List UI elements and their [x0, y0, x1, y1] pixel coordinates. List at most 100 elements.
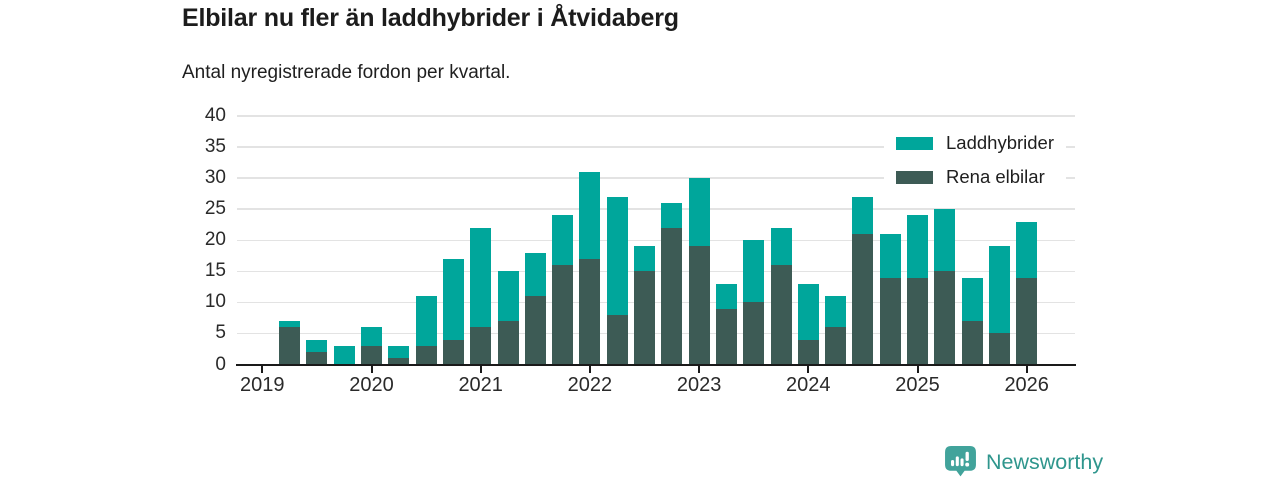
y-axis-tick-label: 30 — [204, 167, 226, 189]
bar-segment-laddhybrider — [552, 215, 574, 266]
bar-segment-rena-elbilar — [442, 339, 464, 365]
x-axis-tick-mark — [261, 365, 264, 373]
x-axis-line — [236, 363, 1076, 366]
bar-segment-rena-elbilar — [279, 327, 301, 365]
x-axis-tick-label: 2021 — [458, 373, 503, 396]
y-axis-tick-label: 15 — [204, 260, 226, 282]
bar-segment-laddhybrider — [442, 258, 464, 340]
bar-segment-laddhybrider — [661, 202, 683, 228]
bar-segment-laddhybrider — [934, 209, 956, 272]
bar-segment-rena-elbilar — [606, 314, 628, 365]
y-axis-tick-label: 20 — [204, 229, 226, 251]
bar-segment-laddhybrider — [524, 252, 546, 297]
y-axis-tick-label: 40 — [204, 105, 226, 126]
bar-segment-rena-elbilar — [825, 327, 847, 365]
legend-label: Laddhybrider — [946, 132, 1054, 153]
bar-segment-rena-elbilar — [470, 327, 492, 365]
gridline — [237, 239, 1075, 241]
page-title: Elbilar nu fler än laddhybrider i Åtvida… — [182, 4, 679, 32]
bar-segment-rena-elbilar — [770, 265, 792, 365]
bar-segment-laddhybrider — [361, 327, 382, 346]
bar-segment-laddhybrider — [688, 178, 710, 247]
bar-segment-laddhybrider — [470, 227, 492, 328]
bar-segment-rena-elbilar — [1016, 277, 1038, 365]
x-axis-tick-mark — [370, 365, 373, 373]
bar-segment-rena-elbilar — [961, 321, 983, 365]
legend-item: Laddhybrider — [896, 132, 1054, 154]
legend-swatch-laddhybrider — [896, 136, 933, 150]
y-axis-tick-label: 5 — [215, 322, 226, 344]
bar-segment-rena-elbilar — [879, 277, 901, 365]
bar-segment-laddhybrider — [715, 283, 737, 309]
bar-segment-laddhybrider — [797, 283, 819, 340]
bar-segment-rena-elbilar — [361, 345, 382, 365]
x-axis-tick-mark — [916, 365, 919, 373]
bar-segment-laddhybrider — [907, 215, 928, 278]
x-axis-tick-mark — [479, 365, 482, 373]
chart-legend: Laddhybrider Rena elbilar — [884, 126, 1066, 198]
legend-swatch-rena-elbilar — [896, 170, 933, 184]
bar-segment-rena-elbilar — [988, 333, 1010, 365]
bar-segment-laddhybrider — [1016, 221, 1038, 278]
gridline — [237, 301, 1075, 304]
bar-segment-rena-elbilar — [306, 352, 328, 365]
x-axis-tick-mark — [698, 365, 701, 373]
bar-segment-rena-elbilar — [415, 345, 437, 365]
bar-segment-rena-elbilar — [797, 339, 819, 365]
y-axis-tick-label: 25 — [204, 198, 226, 220]
brand-footer: Newsworthy — [944, 445, 1103, 479]
bar-segment-laddhybrider — [415, 296, 437, 346]
x-axis-tick-mark — [807, 365, 810, 373]
x-axis-tick-mark — [1025, 365, 1028, 373]
bar-segment-laddhybrider — [279, 321, 301, 328]
bar-segment-rena-elbilar — [934, 271, 956, 365]
x-axis-tick-mark — [588, 365, 591, 373]
bar-segment-rena-elbilar — [524, 296, 546, 365]
y-axis-tick-label: 10 — [204, 291, 226, 313]
bar-segment-laddhybrider — [770, 227, 792, 266]
bar-segment-laddhybrider — [333, 345, 355, 365]
gridline — [237, 332, 1075, 335]
gridline — [237, 177, 1075, 179]
bar-segment-rena-elbilar — [743, 302, 765, 365]
bar-segment-laddhybrider — [988, 246, 1010, 334]
x-axis-tick-label: 2024 — [786, 373, 831, 396]
bar-segment-laddhybrider — [579, 171, 601, 259]
x-axis-tick-label: 2026 — [1004, 373, 1049, 396]
x-axis-tick-label: 2025 — [895, 373, 940, 396]
bar-segment-rena-elbilar — [388, 358, 410, 365]
x-axis-tick-label: 2019 — [240, 373, 285, 396]
bar-segment-laddhybrider — [852, 196, 874, 235]
bar-segment-rena-elbilar — [907, 277, 928, 365]
bar-segment-rena-elbilar — [715, 308, 737, 365]
bar-segment-laddhybrider — [961, 277, 983, 321]
bar-segment-laddhybrider — [388, 345, 410, 359]
bar-segment-rena-elbilar — [688, 246, 710, 365]
bar-segment-laddhybrider — [879, 234, 901, 278]
newsworthy-logo-icon — [944, 445, 977, 479]
x-axis-tick-label: 2022 — [567, 373, 613, 396]
y-axis-tick-label: 35 — [204, 136, 226, 158]
bar-segment-laddhybrider — [497, 271, 519, 321]
gridline — [237, 115, 1075, 117]
bar-segment-laddhybrider — [606, 196, 628, 315]
gridline — [237, 270, 1075, 273]
gridline — [237, 146, 1075, 148]
bar-segment-rena-elbilar — [497, 321, 519, 365]
bar-segment-rena-elbilar — [852, 234, 874, 365]
y-axis-tick-label: 0 — [215, 353, 226, 375]
bar-segment-laddhybrider — [306, 339, 328, 353]
bar-segment-laddhybrider — [634, 246, 655, 272]
x-axis-tick-label: 2023 — [676, 373, 722, 396]
bar-segment-laddhybrider — [743, 240, 765, 303]
bar-segment-rena-elbilar — [634, 271, 655, 365]
x-axis-tick-label: 2020 — [349, 373, 394, 396]
brand-name: Newsworthy — [986, 449, 1104, 474]
bar-segment-rena-elbilar — [661, 227, 683, 365]
bar-segment-laddhybrider — [825, 296, 847, 328]
chart-subtitle: Antal nyregistrerade fordon per kvartal. — [182, 62, 511, 83]
gridline — [237, 208, 1075, 210]
bar-segment-rena-elbilar — [552, 265, 574, 365]
legend-item: Rena elbilar — [896, 166, 1054, 188]
